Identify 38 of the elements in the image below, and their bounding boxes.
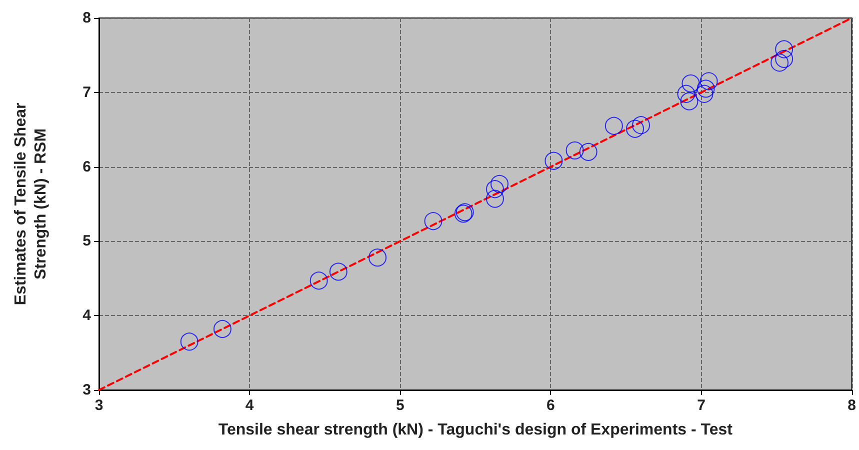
point: [579, 142, 598, 161]
point: [213, 320, 232, 338]
point: [626, 120, 644, 138]
point: [695, 84, 714, 103]
y-tick-label: 6: [82, 158, 91, 176]
point: [696, 80, 715, 98]
y-tick-label: 3: [82, 382, 91, 398]
point: [486, 190, 504, 208]
y-tick-label: 5: [82, 232, 91, 250]
x-tick-label: 5: [396, 397, 404, 414]
point: [775, 50, 794, 68]
point: [775, 40, 794, 58]
x-tick-label: 8: [848, 397, 856, 414]
point: [329, 262, 348, 281]
point: [682, 74, 700, 92]
y-tick-label: 7: [82, 84, 91, 101]
point: [486, 180, 504, 198]
point: [180, 332, 198, 351]
point: [680, 92, 698, 110]
point: [490, 174, 509, 193]
y-axis-title: Estimates of Tensile Shear Strength (kN) - RSM: [12, 102, 50, 306]
point: [368, 248, 387, 267]
x-tick-label: 6: [546, 397, 555, 414]
point: [544, 152, 563, 170]
point: [770, 54, 789, 72]
point: [424, 212, 442, 230]
y-tick-label: 8: [82, 10, 91, 26]
x-axis-title: Tensile shear strength (kN) - Taguchi's design of Experiments - Test: [218, 422, 734, 438]
point: [604, 116, 623, 135]
x-tick-label: 7: [697, 397, 706, 414]
point: [310, 272, 328, 290]
x-tick-label: 4: [245, 397, 254, 414]
point: [632, 116, 650, 134]
point: [677, 84, 696, 103]
x-tick-label: 3: [94, 397, 104, 414]
y-tick-label: 4: [82, 307, 92, 324]
point: [700, 72, 718, 90]
point: [566, 141, 584, 160]
